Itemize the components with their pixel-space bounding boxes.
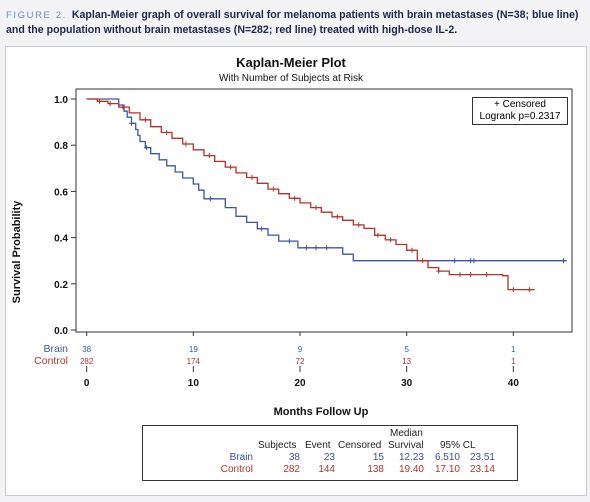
summary-median-header: Median <box>390 428 423 439</box>
summary-brain-subjects: 38 <box>288 452 300 463</box>
summary-control-subjects: 282 <box>283 464 300 475</box>
censor-mark-brain <box>452 258 458 264</box>
x-tick-label: 0 <box>84 378 90 389</box>
censor-mark-control <box>313 205 319 211</box>
at-risk-count: 13 <box>402 357 411 366</box>
at-risk-count: 5 <box>404 345 409 354</box>
summary-control-label: Control <box>220 464 253 475</box>
censor-mark-control <box>510 287 516 293</box>
summary-col-event: Event <box>305 440 331 451</box>
summary-brain-label: Brain <box>229 452 253 463</box>
x-tick-label: 30 <box>401 378 413 389</box>
censor-mark-control <box>457 272 463 278</box>
censor-mark-control <box>292 195 298 201</box>
censor-mark-control <box>206 153 212 159</box>
at-risk-count: 1 <box>511 357 516 366</box>
censor-mark-control <box>436 268 442 274</box>
censor-mark-brain <box>324 245 330 251</box>
figure-caption: FIGURE 2. Kaplan-Meier graph of overall s… <box>6 8 584 37</box>
censor-mark-brain <box>286 238 292 244</box>
series-line-control <box>86 98 535 291</box>
y-tick-label: 1.0 <box>54 95 68 106</box>
at-risk-count: 174 <box>187 357 201 366</box>
censor-mark-control <box>409 247 415 253</box>
figure-label: FIGURE 2. <box>6 10 67 21</box>
censor-mark-control <box>249 175 255 181</box>
at-risk-table: Brain 38 19 9 5 1 Control 282 174 72 13 1 <box>34 343 516 367</box>
censor-mark-control <box>107 101 113 107</box>
censor-mark-brain <box>128 120 134 126</box>
km-chart: Kaplan-Meier Plot With Number of Subject… <box>11 55 573 418</box>
y-tick-label: 0.0 <box>54 326 68 337</box>
plot-frame <box>75 88 573 333</box>
at-risk-count: 19 <box>189 345 198 354</box>
summary-brain-cl-high: 23.51 <box>469 452 495 463</box>
summary-control-cl-low: 17.10 <box>434 464 460 475</box>
summary-control-censored: 138 <box>367 464 384 475</box>
legend-logrank: Logrank p=0.2317 <box>479 111 561 122</box>
censor-mark-control <box>228 164 234 170</box>
at-risk-label-brain: Brain <box>43 343 68 355</box>
caption-text: Kaplan-Meier graph of overall survival f… <box>6 9 579 36</box>
series-layer <box>86 98 567 293</box>
x-axis-label: Months Follow Up <box>274 406 369 418</box>
summary-brain-median: 12.23 <box>398 452 424 463</box>
summary-table: Median Subjects Event Censored Survival … <box>142 425 518 481</box>
summary-col-censored: Censored <box>338 440 382 451</box>
censor-mark-control <box>334 214 340 220</box>
censor-mark-control <box>484 272 490 278</box>
summary-control-event: 144 <box>318 464 335 475</box>
legend: + Censored Logrank p=0.2317 <box>472 97 568 125</box>
at-risk-count: 72 <box>296 357 305 366</box>
x-tick-label: 20 <box>294 378 306 389</box>
summary-col-cl: 95% CL <box>440 440 476 451</box>
summary-control-median: 19.40 <box>398 464 424 475</box>
censor-mark-brain <box>143 145 149 151</box>
censor-mark-brain <box>313 245 319 251</box>
censor-mark-control <box>164 129 170 135</box>
summary-brain-cl-low: 6.510 <box>434 452 460 463</box>
summary-col-subjects: Subjects <box>258 440 297 451</box>
x-axis: 0 10 20 30 40 <box>84 332 519 389</box>
at-risk-count: 1 <box>511 345 516 354</box>
censor-mark-control <box>142 117 148 123</box>
y-tick-label: 0.8 <box>54 141 68 152</box>
censor-mark-brain <box>259 226 265 232</box>
y-axis-label: Survival Probability <box>11 200 23 304</box>
chart-title: Kaplan-Meier Plot <box>236 55 346 70</box>
censor-mark-control <box>375 232 381 238</box>
x-tick-label: 40 <box>508 378 520 389</box>
censor-mark-brain <box>471 258 477 264</box>
summary-col-survival: Survival <box>388 440 424 451</box>
censor-mark-control <box>96 98 102 104</box>
at-risk-count: 9 <box>298 345 303 354</box>
censor-mark-control <box>356 222 362 228</box>
censor-mark-control <box>468 272 474 278</box>
censor-mark-control <box>270 186 276 192</box>
censor-mark-control <box>120 104 126 110</box>
x-tick-label: 10 <box>188 378 200 389</box>
y-tick-label: 0.6 <box>54 187 68 198</box>
y-tick-label: 0.2 <box>54 280 68 291</box>
chart-panel: Kaplan-Meier Plot With Number of Subject… <box>5 46 587 496</box>
censor-mark-control <box>526 287 532 293</box>
legend-censored: + Censored <box>494 99 546 110</box>
censor-mark-brain <box>303 245 309 251</box>
chart-subtitle: With Number of Subjects at Risk <box>219 73 364 84</box>
censor-mark-control <box>183 141 189 147</box>
summary-brain-event: 23 <box>323 452 335 463</box>
at-risk-count: 282 <box>80 357 94 366</box>
censor-mark-brain <box>560 258 566 264</box>
censor-mark-control <box>388 237 394 243</box>
y-axis: 0.0 0.2 0.4 0.6 0.8 1.0 <box>54 95 76 337</box>
summary-control-cl-high: 23.14 <box>469 464 495 475</box>
y-tick-label: 0.4 <box>54 234 68 245</box>
at-risk-count: 38 <box>82 345 91 354</box>
censor-mark-control <box>420 258 426 264</box>
summary-brain-censored: 15 <box>372 452 384 463</box>
censor-mark-brain <box>207 196 213 202</box>
at-risk-label-control: Control <box>34 355 68 367</box>
